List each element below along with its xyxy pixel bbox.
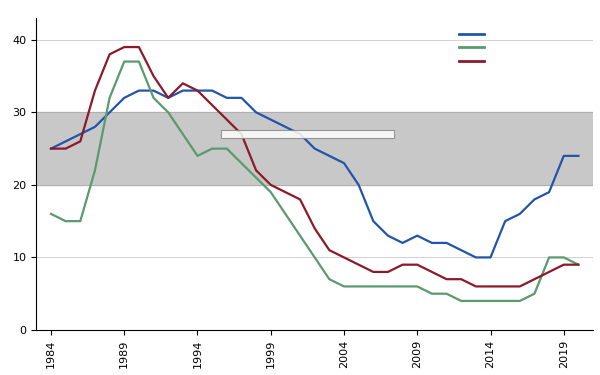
Bar (37, 112, 593, 185)
Legend: روستایی, تهران, شهری: روستایی, تهران, شهری (454, 24, 587, 70)
